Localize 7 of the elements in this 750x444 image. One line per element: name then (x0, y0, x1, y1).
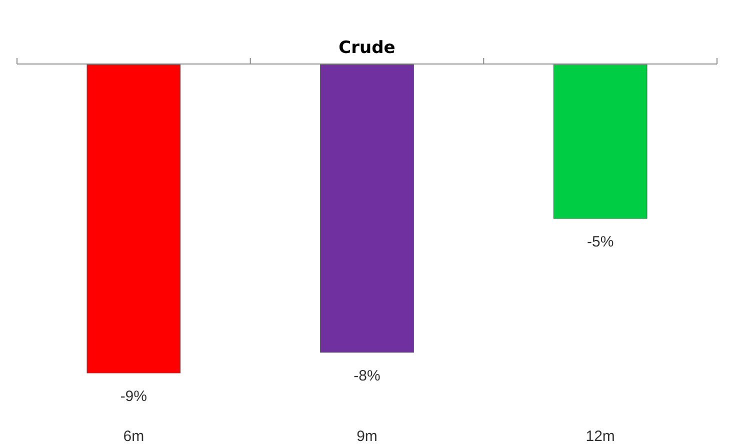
chart-title: Crude (338, 38, 396, 58)
x-tick-label: 6m (123, 428, 144, 444)
data-label: -5% (586, 234, 614, 250)
data-label: -8% (354, 367, 380, 384)
data-label: -9% (120, 388, 148, 405)
x-tick-label: 9m (356, 428, 378, 444)
x-tick-label: 12m (586, 428, 615, 444)
